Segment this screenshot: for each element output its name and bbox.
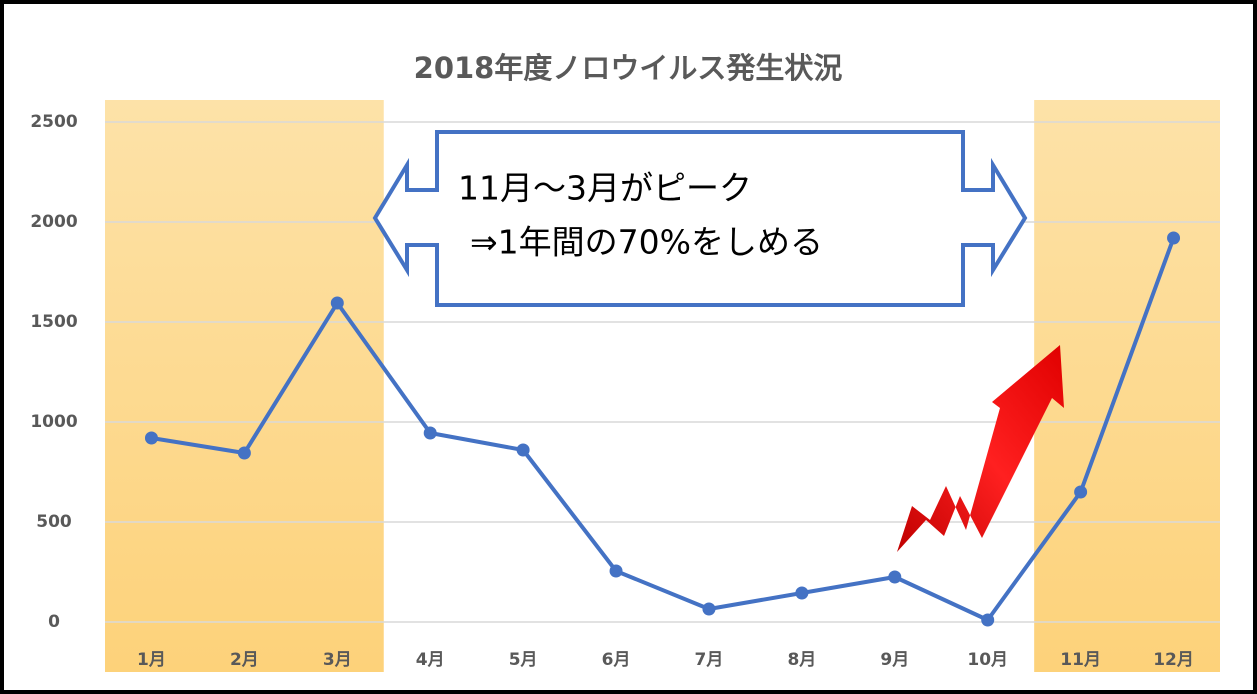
x-tick-label: 10月 — [967, 650, 1008, 670]
point — [981, 614, 994, 627]
chart-title: 2018年度ノロウイルス発生状況 — [414, 51, 843, 85]
x-tick-label: 12月 — [1153, 650, 1194, 670]
x-tick-label: 1月 — [137, 650, 166, 670]
point — [424, 427, 437, 440]
y-tick-label: 1500 — [30, 312, 77, 332]
point — [517, 444, 530, 457]
x-tick-label: 9月 — [880, 650, 909, 670]
highlight-band — [105, 100, 384, 672]
point — [1167, 232, 1180, 245]
annotation: 11月～3月がピーク — [458, 169, 752, 208]
point — [795, 587, 808, 600]
x-tick-label: 5月 — [509, 650, 538, 670]
y-tick-label: 0 — [48, 612, 60, 632]
y-tick-label: 500 — [36, 512, 72, 532]
chart: 2018年度ノロウイルス発生状況 0 500 1000 1500 2000 2500 1月 2… — [0, 0, 1257, 694]
callout — [375, 132, 1025, 305]
x-tick-label: 7月 — [695, 650, 724, 670]
x-tick-label: 2月 — [230, 650, 259, 670]
point — [888, 571, 901, 584]
point — [610, 565, 623, 578]
y-tick-label: 1000 — [30, 412, 77, 432]
y-tick-label: 2000 — [30, 212, 77, 232]
point — [1074, 486, 1087, 499]
point — [331, 297, 344, 310]
point — [145, 432, 158, 445]
point — [238, 447, 251, 460]
y-tick-label: 2500 — [30, 112, 77, 132]
x-tick-label: 11月 — [1060, 650, 1101, 670]
x-tick-label: 8月 — [787, 650, 816, 670]
x-tick-label: 3月 — [323, 650, 352, 670]
annotation: ⇒1年間の70%をしめる — [470, 223, 823, 262]
x-tick-label: 6月 — [602, 650, 631, 670]
x-tick-label: 4月 — [416, 650, 445, 670]
point — [702, 603, 715, 616]
